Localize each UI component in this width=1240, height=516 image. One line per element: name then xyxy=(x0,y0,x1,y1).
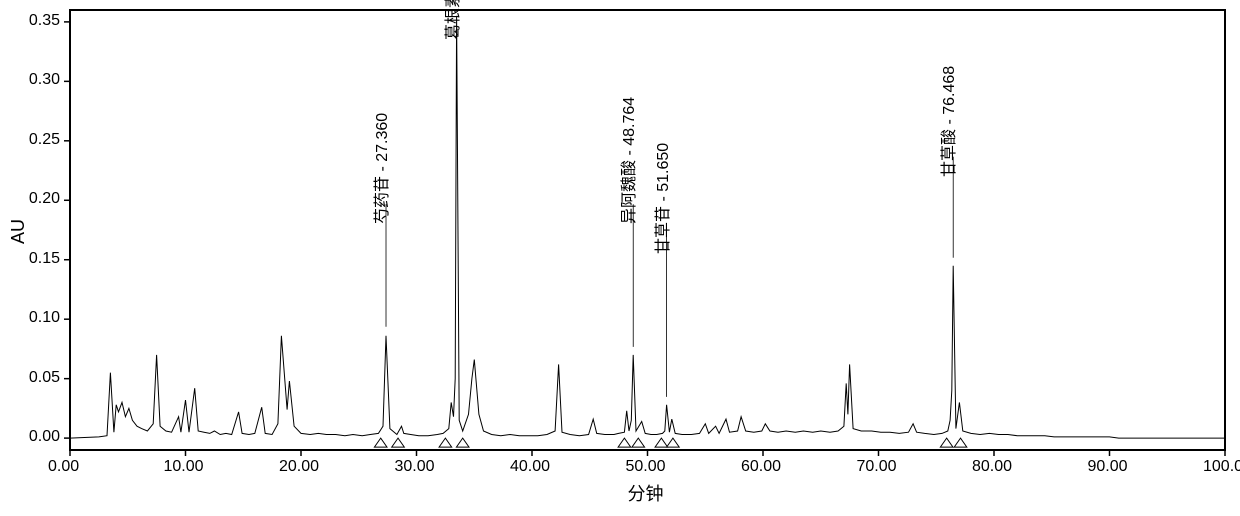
x-axis-label: 分钟 xyxy=(628,480,664,506)
x-tick-label: 60.00 xyxy=(741,458,781,476)
peak-label: 甘草酸 - 76.468 xyxy=(935,66,959,177)
x-tick-label: 80.00 xyxy=(972,458,1012,476)
x-tick-label: 40.00 xyxy=(510,458,550,476)
peak-label: 异阿魏酸 - 48.764 xyxy=(615,97,639,224)
x-tick-label: 100.00 xyxy=(1203,458,1240,476)
x-tick-label: 70.00 xyxy=(857,458,897,476)
chart-svg xyxy=(0,0,1240,516)
y-tick-label: 0.30 xyxy=(29,71,60,89)
y-tick-label: 0.25 xyxy=(29,131,60,149)
y-tick-label: 0.20 xyxy=(29,190,60,208)
x-tick-label: 0.00 xyxy=(48,458,79,476)
x-tick-label: 50.00 xyxy=(626,458,666,476)
x-tick-label: 10.00 xyxy=(164,458,204,476)
x-tick-label: 20.00 xyxy=(279,458,319,476)
y-tick-label: 0.10 xyxy=(29,309,60,327)
x-tick-label: 30.00 xyxy=(395,458,435,476)
peak-label: 葛根素 - 33.475 xyxy=(439,0,463,40)
y-tick-label: 0.35 xyxy=(29,12,60,30)
x-tick-label: 90.00 xyxy=(1088,458,1128,476)
y-tick-label: 0.05 xyxy=(29,369,60,387)
y-axis-label: AU xyxy=(8,219,29,244)
y-tick-label: 0.15 xyxy=(29,250,60,268)
peak-label: 芍药苷 - 27.360 xyxy=(368,113,392,224)
chromatogram-chart: 0.00 10.00 20.00 30.00 40.00 50.00 60.00 70.00 8… xyxy=(0,0,1240,516)
peak-label: 甘草苷 - 51.650 xyxy=(649,143,673,254)
y-tick-label: 0.00 xyxy=(29,428,60,446)
